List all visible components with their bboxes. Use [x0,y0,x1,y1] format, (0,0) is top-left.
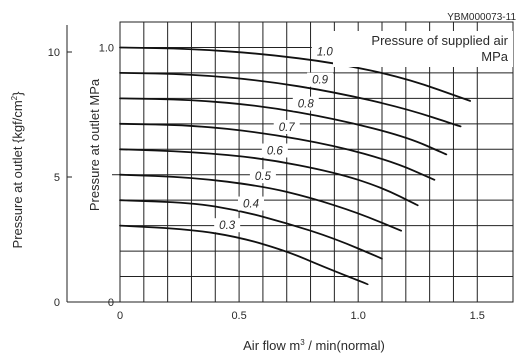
series-line-0-4 [119,199,383,260]
series-label-0-7: 0.7 [279,122,296,134]
series-line-0-5 [119,173,402,232]
y2-tick-label: 5 [54,172,60,184]
series-label-0-8: 0.8 [298,99,315,111]
legend-background [333,31,513,67]
series-label-bg [261,143,288,158]
series-label-bg [292,96,319,111]
series-label-1-0: 1.0 [317,47,334,59]
y-tick-label: 0 [108,297,114,309]
legend-title-line1: Pressure of supplied air [371,33,508,48]
y2-tick-label: 0 [54,297,60,309]
legend: Pressure of supplied air MPa [333,31,513,67]
series-line-0-8 [119,97,448,156]
series-line-1-0 [119,46,472,102]
legend-title-line2: MPa [481,49,509,64]
series-label-0-3: 0.3 [219,220,236,232]
y2-tick-label: 10 [48,47,60,59]
image-id-label: YBM000073-11 [447,12,516,23]
series-label-0-6: 0.6 [267,146,284,158]
x-axis-title-rest: / min(normal) [305,338,385,353]
x-axis-title: Air flow m3 / min(normal) [243,338,385,353]
y2-axis-title-base: Pressure at outlet {kgf/cm [10,100,25,248]
x-tick-label: 0 [117,310,123,322]
series-line-0-3 [119,224,369,286]
y2-axis-title: Pressure at outlet {kgf/cm2} [10,91,25,249]
series-label-bg [311,44,338,59]
series-line-0-7 [119,122,436,181]
series-label-bg [238,196,264,211]
series-line-0-9 [119,72,462,128]
x-tick-label: 1.0 [351,310,366,322]
y-tick-label: 1.0 [99,42,114,54]
x-tick-label: 0.5 [231,310,246,322]
chart-axes: 0 0.5 1.0 1.5 0 1.0 0 5 10 [48,25,485,322]
series-label-bg [307,72,334,87]
chart-series [119,46,472,286]
x-tick-label: 1.5 [470,310,485,322]
y-axis-title: Pressure at outlet MPa [87,78,102,211]
x-axis-title-sup: 3 [300,338,305,347]
series-label-bg [273,119,300,134]
y2-axis-title-sup: 2 [10,95,19,100]
chart-grid [119,21,514,303]
series-label-0-5: 0.5 [255,171,272,183]
series-label-0-4: 0.4 [243,199,259,211]
x-axis-title-base: Air flow m [243,338,300,353]
series-labels: 1.0 0.9 0.80.7 0.6 0.5 0.4 0.3 [214,44,338,233]
series-line-0-6 [119,148,419,207]
series-label-0-9: 0.9 [312,75,329,87]
y2-axis-title-rest: } [10,91,25,96]
series-label-bg [249,169,276,184]
series-label-bg [214,218,241,233]
